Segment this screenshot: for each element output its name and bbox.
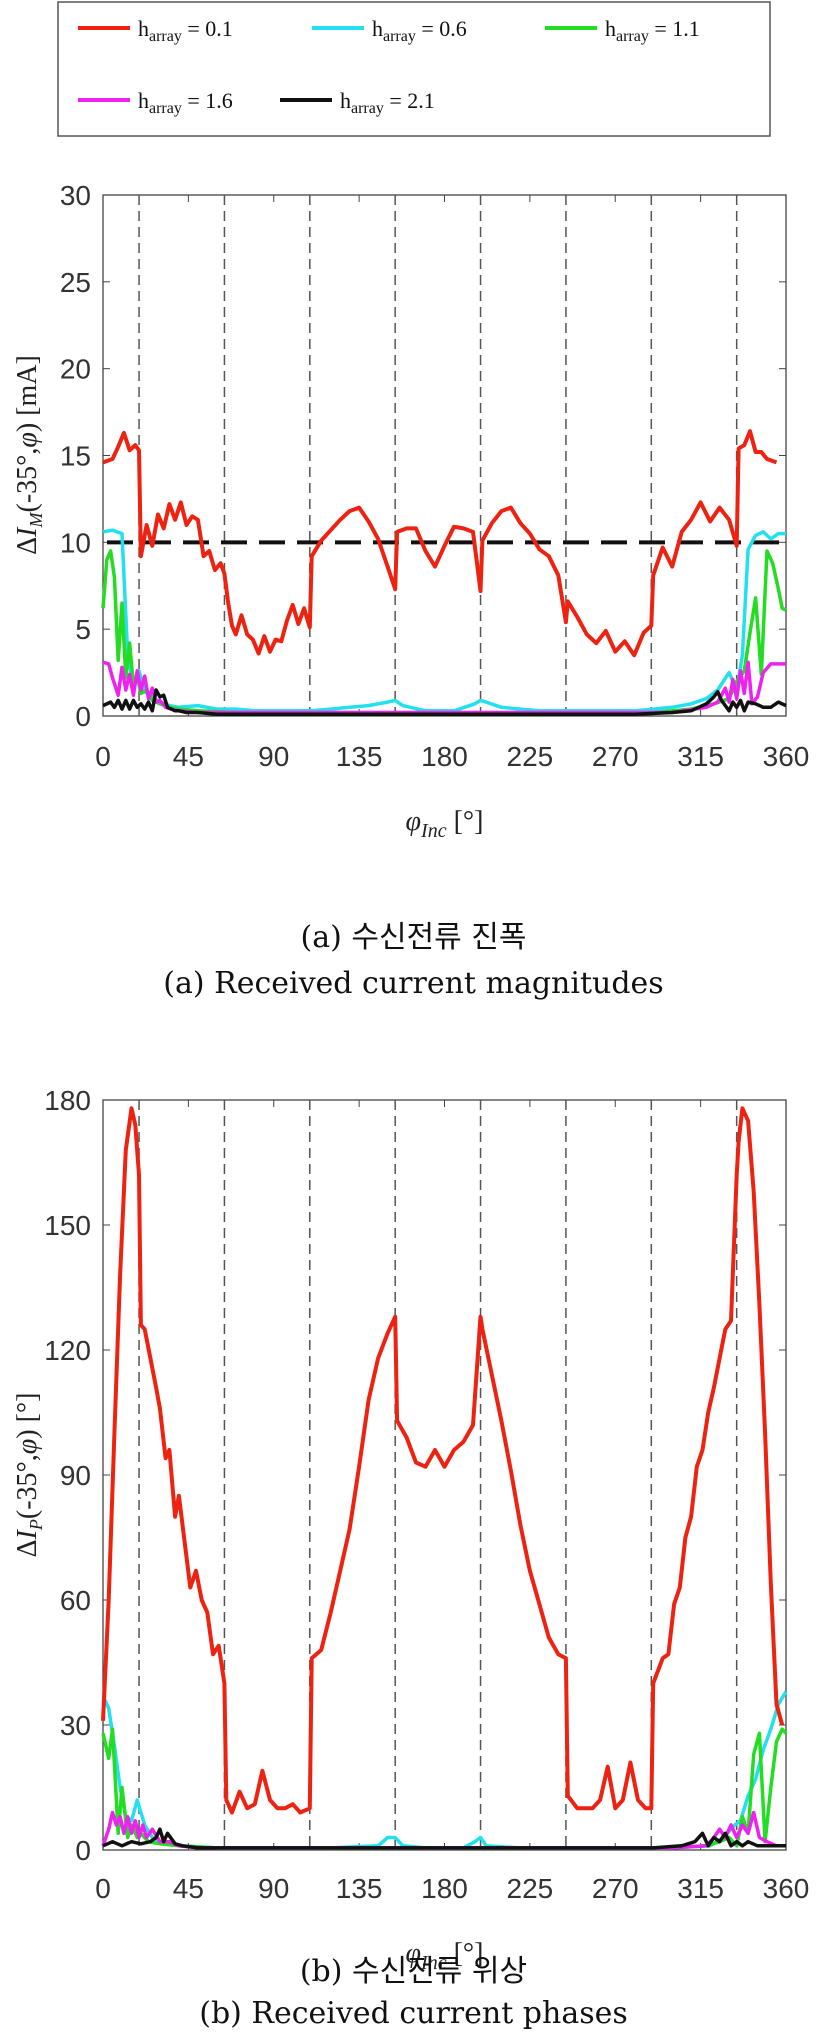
x-tick-label: 315 <box>677 741 724 772</box>
caption-a-english: (a) Received current magnitudes <box>163 966 664 1001</box>
y-axis-label: ΔIP(-35°,φ) [°] <box>12 1393 46 1558</box>
x-tick-label: 360 <box>763 1873 810 1904</box>
x-tick-label: 315 <box>677 1873 724 1904</box>
series-line <box>102 660 786 715</box>
x-tick-label: 135 <box>336 1873 383 1904</box>
y-tick-label: 0 <box>75 1835 91 1866</box>
legend-box <box>57 1 771 137</box>
phase-chart: 0 45 90 135 180 225 270 315 360 0 30 60 90 120 150 180 φ… <box>12 1085 809 1974</box>
series-line <box>102 1827 786 1850</box>
x-tick-label: 225 <box>507 1873 554 1904</box>
caption-b-english: (b) Received current phases <box>199 1996 628 2031</box>
x-axis-label: φInc [°] <box>406 806 484 842</box>
series-line <box>102 429 778 658</box>
y-tick-label: 20 <box>60 354 91 385</box>
y-tick-label: 5 <box>75 614 91 645</box>
x-tick-label: 360 <box>763 741 810 772</box>
legend-label: harray = 0.6 <box>372 16 467 45</box>
series-line <box>101 1106 785 1815</box>
x-tick-label: 225 <box>507 741 554 772</box>
x-tick-label: 135 <box>336 741 383 772</box>
y-tick-label: 10 <box>60 527 91 558</box>
y-tick-label: 60 <box>60 1585 91 1616</box>
y-tick-label: 180 <box>44 1085 91 1116</box>
x-tick-label: 270 <box>592 741 639 772</box>
x-tick-label: 90 <box>258 1873 289 1904</box>
caption-a-korean: (a) 수신전류 진폭 <box>300 920 527 955</box>
x-tick-label: 90 <box>258 741 289 772</box>
x-tick-label: 0 <box>95 741 111 772</box>
y-tick-label: 30 <box>60 1710 91 1741</box>
x-tick-label: 270 <box>592 1873 639 1904</box>
legend: harray = 0.1 harray = 0.6 harray = 1.1harr… <box>57 1 771 137</box>
x-axis-label: φInc [°] <box>406 1938 484 1974</box>
series-line <box>102 688 787 717</box>
y-axis-label: ΔIM(-35°,φ) [mA] <box>12 355 46 555</box>
y-tick-label: 30 <box>60 180 91 211</box>
x-tick-label: 0 <box>95 1873 111 1904</box>
y-tick-label: 150 <box>44 1210 91 1241</box>
y-tick-label: 120 <box>44 1335 91 1366</box>
caption-b-korean: (b) 수신전류 위상 <box>299 1954 528 1989</box>
x-tick-label: 180 <box>421 741 468 772</box>
x-tick-label: 45 <box>173 1873 204 1904</box>
y-tick-label: 90 <box>60 1460 91 1491</box>
y-tick-label: 15 <box>60 441 91 472</box>
magnitude-chart: 0 45 90 135 180 225 270 315 360 0 5 10 15 20 25 30 φInc … <box>12 180 809 842</box>
x-tick-label: 45 <box>173 741 204 772</box>
plot-area <box>102 1099 787 1851</box>
y-tick-label: 0 <box>75 701 91 732</box>
y-tick-label: 25 <box>60 267 91 298</box>
x-tick-label: 180 <box>421 1873 468 1904</box>
plot-area <box>102 194 787 717</box>
